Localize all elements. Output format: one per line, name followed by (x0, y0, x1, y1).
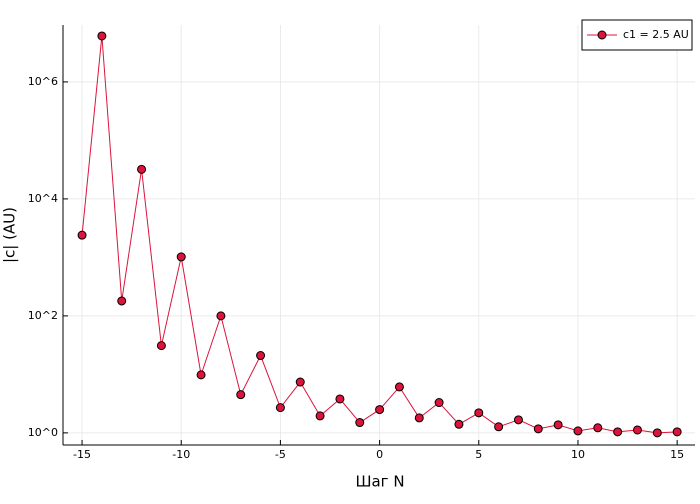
grid (63, 25, 695, 445)
data-point (474, 408, 484, 418)
data-point (216, 311, 226, 321)
data-point (196, 370, 206, 380)
data-point (454, 419, 464, 429)
x-tick-label: -10 (172, 448, 190, 461)
y-tick-label: 10^6 (28, 75, 58, 88)
x-tick-label: 0 (376, 448, 383, 461)
data-point (533, 424, 543, 434)
x-tick-label: 5 (475, 448, 482, 461)
data-point (434, 398, 444, 408)
data-point (553, 420, 563, 430)
x-axis-label: Шаг N (355, 473, 404, 491)
data-point (97, 31, 107, 41)
data-point (156, 341, 166, 351)
data-point (335, 394, 345, 404)
data-point (256, 351, 266, 361)
data-point (176, 252, 186, 262)
y-tick-label: 10^4 (28, 192, 58, 205)
x-tick-label: -5 (275, 448, 286, 461)
x-tick-label: 10 (571, 448, 585, 461)
x-tick-label: -15 (73, 448, 91, 461)
data-point (275, 403, 285, 413)
data-point (117, 296, 127, 306)
y-tick-label: 10^0 (28, 426, 58, 439)
y-tick-label: 10^2 (28, 309, 58, 322)
data-point (394, 382, 404, 392)
data-point (295, 377, 305, 387)
data-point (414, 413, 424, 423)
x-tick-label: 15 (670, 448, 684, 461)
data-point (494, 422, 504, 432)
data-point (632, 425, 642, 435)
data-point (613, 427, 623, 437)
data-point (593, 423, 603, 433)
legend-label: c1 = 2.5 AU (623, 28, 689, 41)
data-point (513, 415, 523, 425)
data-point (355, 418, 365, 428)
data-point (77, 230, 87, 240)
data-point (375, 405, 385, 415)
data-point (236, 390, 246, 400)
data-point (315, 411, 325, 421)
data-point (672, 427, 682, 437)
data-point (652, 428, 662, 438)
legend-marker (597, 30, 607, 40)
y-axis-label: |c| (AU) (1, 207, 19, 263)
data-point (137, 164, 147, 174)
data-point (573, 426, 583, 436)
